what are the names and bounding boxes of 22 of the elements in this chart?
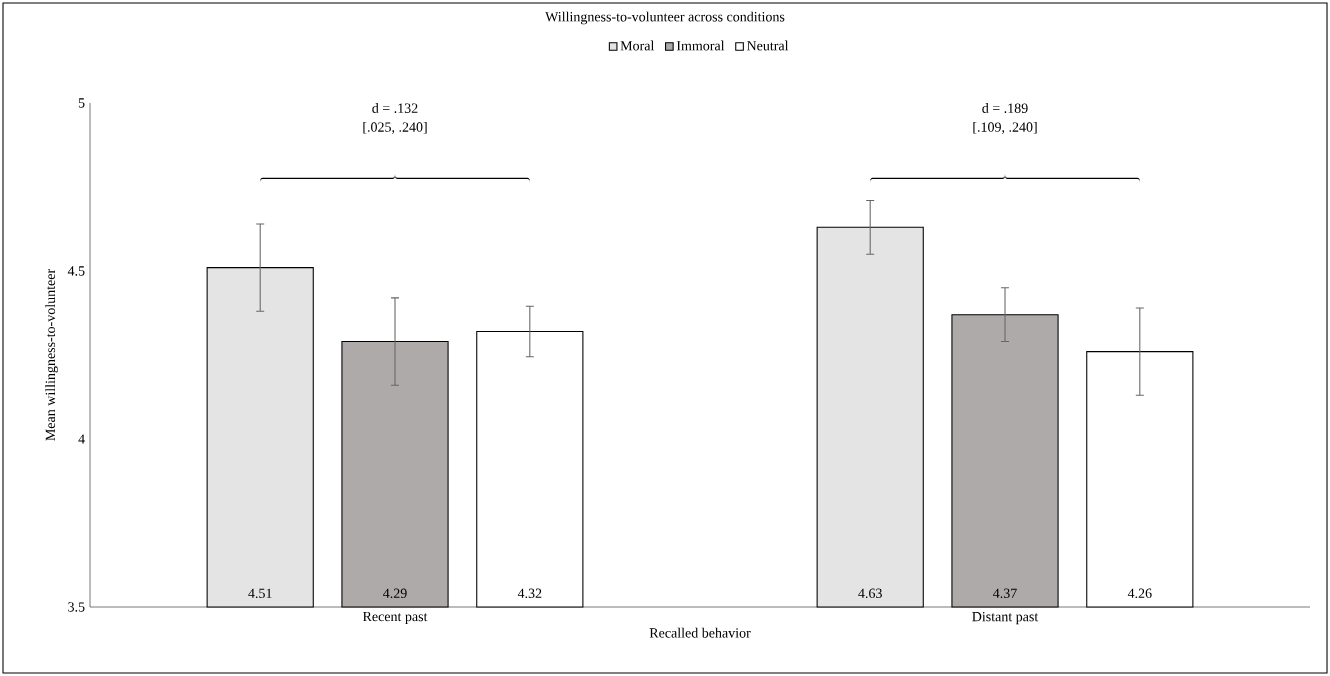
y-tick-label: 3.5 — [68, 602, 85, 612]
data-label: 4.51 — [248, 588, 272, 599]
data-label: 4.29 — [383, 588, 407, 599]
legend-label: Neutral — [746, 40, 789, 51]
x-tick-label: Distant past — [972, 611, 1039, 625]
y-tick-label: 4 — [78, 434, 85, 444]
data-label: 4.32 — [517, 588, 542, 599]
data-label: 4.26 — [1127, 588, 1152, 599]
y-tick-label: 4.5 — [67, 266, 85, 276]
data-label: 4.37 — [993, 588, 1017, 599]
annotation: [.109, .240] — [973, 121, 1037, 134]
y-tick-label: 5 — [78, 98, 85, 108]
y-axis-title: Mean willingness-to-volunteer — [45, 268, 58, 441]
annotation: d = .132 — [372, 103, 418, 113]
annotation: d = .189 — [982, 103, 1028, 113]
data-label: 4.63 — [858, 588, 882, 599]
chart-title: Willingness-to-volunteer across conditions — [545, 11, 785, 25]
legend-label: Moral — [620, 40, 655, 51]
annotation: [.025, .240] — [363, 121, 427, 134]
x-tick-label: Recent past — [362, 611, 428, 625]
legend-label: Immoral — [676, 40, 725, 51]
x-axis-title: Recalled behavior — [649, 627, 751, 638]
